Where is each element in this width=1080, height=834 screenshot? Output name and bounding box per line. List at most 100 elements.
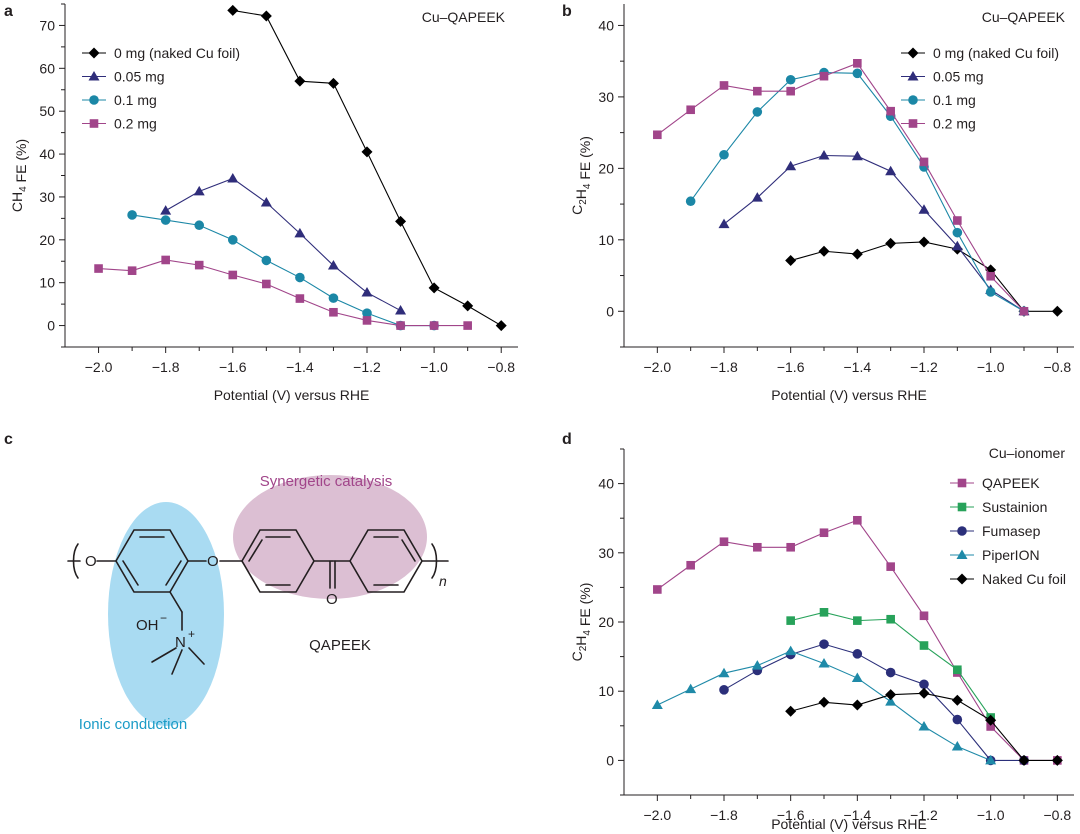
x-tick-label: −1.8 bbox=[710, 359, 738, 375]
data-point bbox=[719, 537, 729, 547]
y-tick-label: 30 bbox=[598, 89, 614, 105]
data-point bbox=[1018, 754, 1030, 766]
x-tick-label: −1.0 bbox=[420, 359, 448, 375]
data-point bbox=[751, 660, 763, 670]
data-point bbox=[193, 185, 205, 196]
legend-marker bbox=[957, 526, 967, 536]
data-point bbox=[294, 227, 306, 238]
series-0-05-mg bbox=[160, 173, 407, 315]
data-point bbox=[327, 260, 339, 270]
data-point bbox=[819, 71, 829, 81]
data-point bbox=[361, 287, 373, 297]
x-tick-label: −1.6 bbox=[777, 807, 805, 823]
legend: 0 mg (naked Cu foil) 0.05 mg 0.1 mg 0.2 mg bbox=[82, 45, 240, 132]
bond bbox=[165, 560, 182, 586]
data-point bbox=[818, 245, 830, 257]
x-tick-label: −0.8 bbox=[1044, 359, 1072, 375]
data-point bbox=[228, 270, 238, 280]
series-line bbox=[790, 241, 1058, 312]
data-point bbox=[851, 672, 863, 683]
data-point bbox=[685, 196, 696, 207]
legend-label: QAPEEK bbox=[982, 475, 1040, 491]
data-point bbox=[918, 687, 930, 699]
legend-label: 0.05 mg bbox=[933, 69, 984, 85]
data-point bbox=[261, 255, 272, 266]
y-tick-label: 20 bbox=[39, 232, 55, 248]
qapeek-structure: Synergetic catalysis Ionic conduction QA… bbox=[67, 473, 449, 733]
data-point bbox=[1051, 754, 1063, 766]
data-point bbox=[853, 616, 862, 625]
series-0-2-mg bbox=[94, 255, 472, 330]
hydroxide-label: OH bbox=[136, 617, 159, 634]
data-point bbox=[885, 689, 897, 701]
data-point bbox=[194, 220, 205, 231]
ionic-conduction-ellipse bbox=[108, 502, 224, 726]
data-point bbox=[462, 300, 474, 312]
series-0-1-mg bbox=[685, 67, 1029, 317]
data-point bbox=[852, 68, 863, 79]
data-point bbox=[396, 321, 405, 330]
series-0-05-mg bbox=[718, 149, 1030, 316]
series-line bbox=[232, 9, 502, 327]
legend-marker bbox=[907, 71, 919, 81]
legend-marker bbox=[956, 573, 968, 585]
legend-marker bbox=[89, 119, 99, 128]
series-fumasep bbox=[719, 639, 1029, 766]
data-point bbox=[886, 614, 895, 624]
data-point bbox=[262, 279, 271, 289]
data-point bbox=[463, 321, 472, 330]
data-point bbox=[227, 235, 238, 245]
data-point bbox=[851, 150, 863, 161]
bond bbox=[151, 647, 177, 663]
data-point bbox=[395, 215, 407, 227]
x-tick-label: −1.6 bbox=[219, 359, 247, 375]
data-point bbox=[985, 754, 997, 765]
data-point bbox=[819, 528, 829, 538]
legend-label: 0.1 mg bbox=[933, 92, 976, 108]
series-0-mg-naked-cu-foil bbox=[227, 4, 507, 332]
data-point bbox=[160, 215, 171, 225]
x-tick-label: −0.8 bbox=[1044, 807, 1072, 823]
series-line bbox=[132, 214, 435, 327]
x-axis-label: Potential (V) versus RHE bbox=[771, 387, 927, 403]
legend-label: 0 mg (naked Cu foil) bbox=[114, 45, 240, 61]
data-point bbox=[819, 608, 829, 617]
y-axis-label: CH4 FE (%) bbox=[9, 139, 29, 212]
x-tick-label: −1.2 bbox=[910, 807, 938, 823]
data-point bbox=[785, 705, 797, 717]
data-point bbox=[718, 667, 730, 678]
ionic-conduction-label: Ionic conduction bbox=[79, 716, 187, 733]
series-naked-cu-foil bbox=[785, 687, 1063, 766]
data-point bbox=[127, 210, 137, 220]
data-point bbox=[985, 287, 996, 297]
atom-o-mid: O bbox=[207, 553, 219, 570]
data-point bbox=[753, 86, 762, 96]
data-point bbox=[361, 146, 373, 158]
data-point bbox=[919, 611, 929, 621]
data-point bbox=[918, 720, 930, 731]
data-point bbox=[327, 77, 339, 89]
data-point bbox=[853, 515, 862, 525]
data-point bbox=[1051, 305, 1063, 317]
data-point bbox=[785, 645, 797, 656]
y-tick-label: 10 bbox=[598, 232, 614, 248]
data-point bbox=[886, 106, 895, 116]
data-point bbox=[919, 157, 929, 167]
data-point bbox=[651, 699, 663, 710]
chart-title: Cu–QAPEEK bbox=[982, 9, 1066, 25]
legend-marker bbox=[956, 549, 968, 559]
data-point bbox=[227, 4, 239, 16]
data-point bbox=[886, 562, 895, 571]
data-point bbox=[161, 255, 170, 265]
data-point bbox=[951, 741, 963, 751]
x-tick-label: −2.0 bbox=[85, 359, 113, 375]
x-tick-label: −0.8 bbox=[487, 359, 515, 375]
legend-marker bbox=[907, 47, 919, 59]
series-0-mg-naked-cu-foil bbox=[785, 236, 1063, 317]
data-point bbox=[953, 665, 962, 675]
data-point bbox=[428, 282, 440, 294]
data-point bbox=[785, 160, 797, 171]
panel-letter-b: b bbox=[562, 3, 572, 20]
data-point bbox=[94, 264, 103, 273]
